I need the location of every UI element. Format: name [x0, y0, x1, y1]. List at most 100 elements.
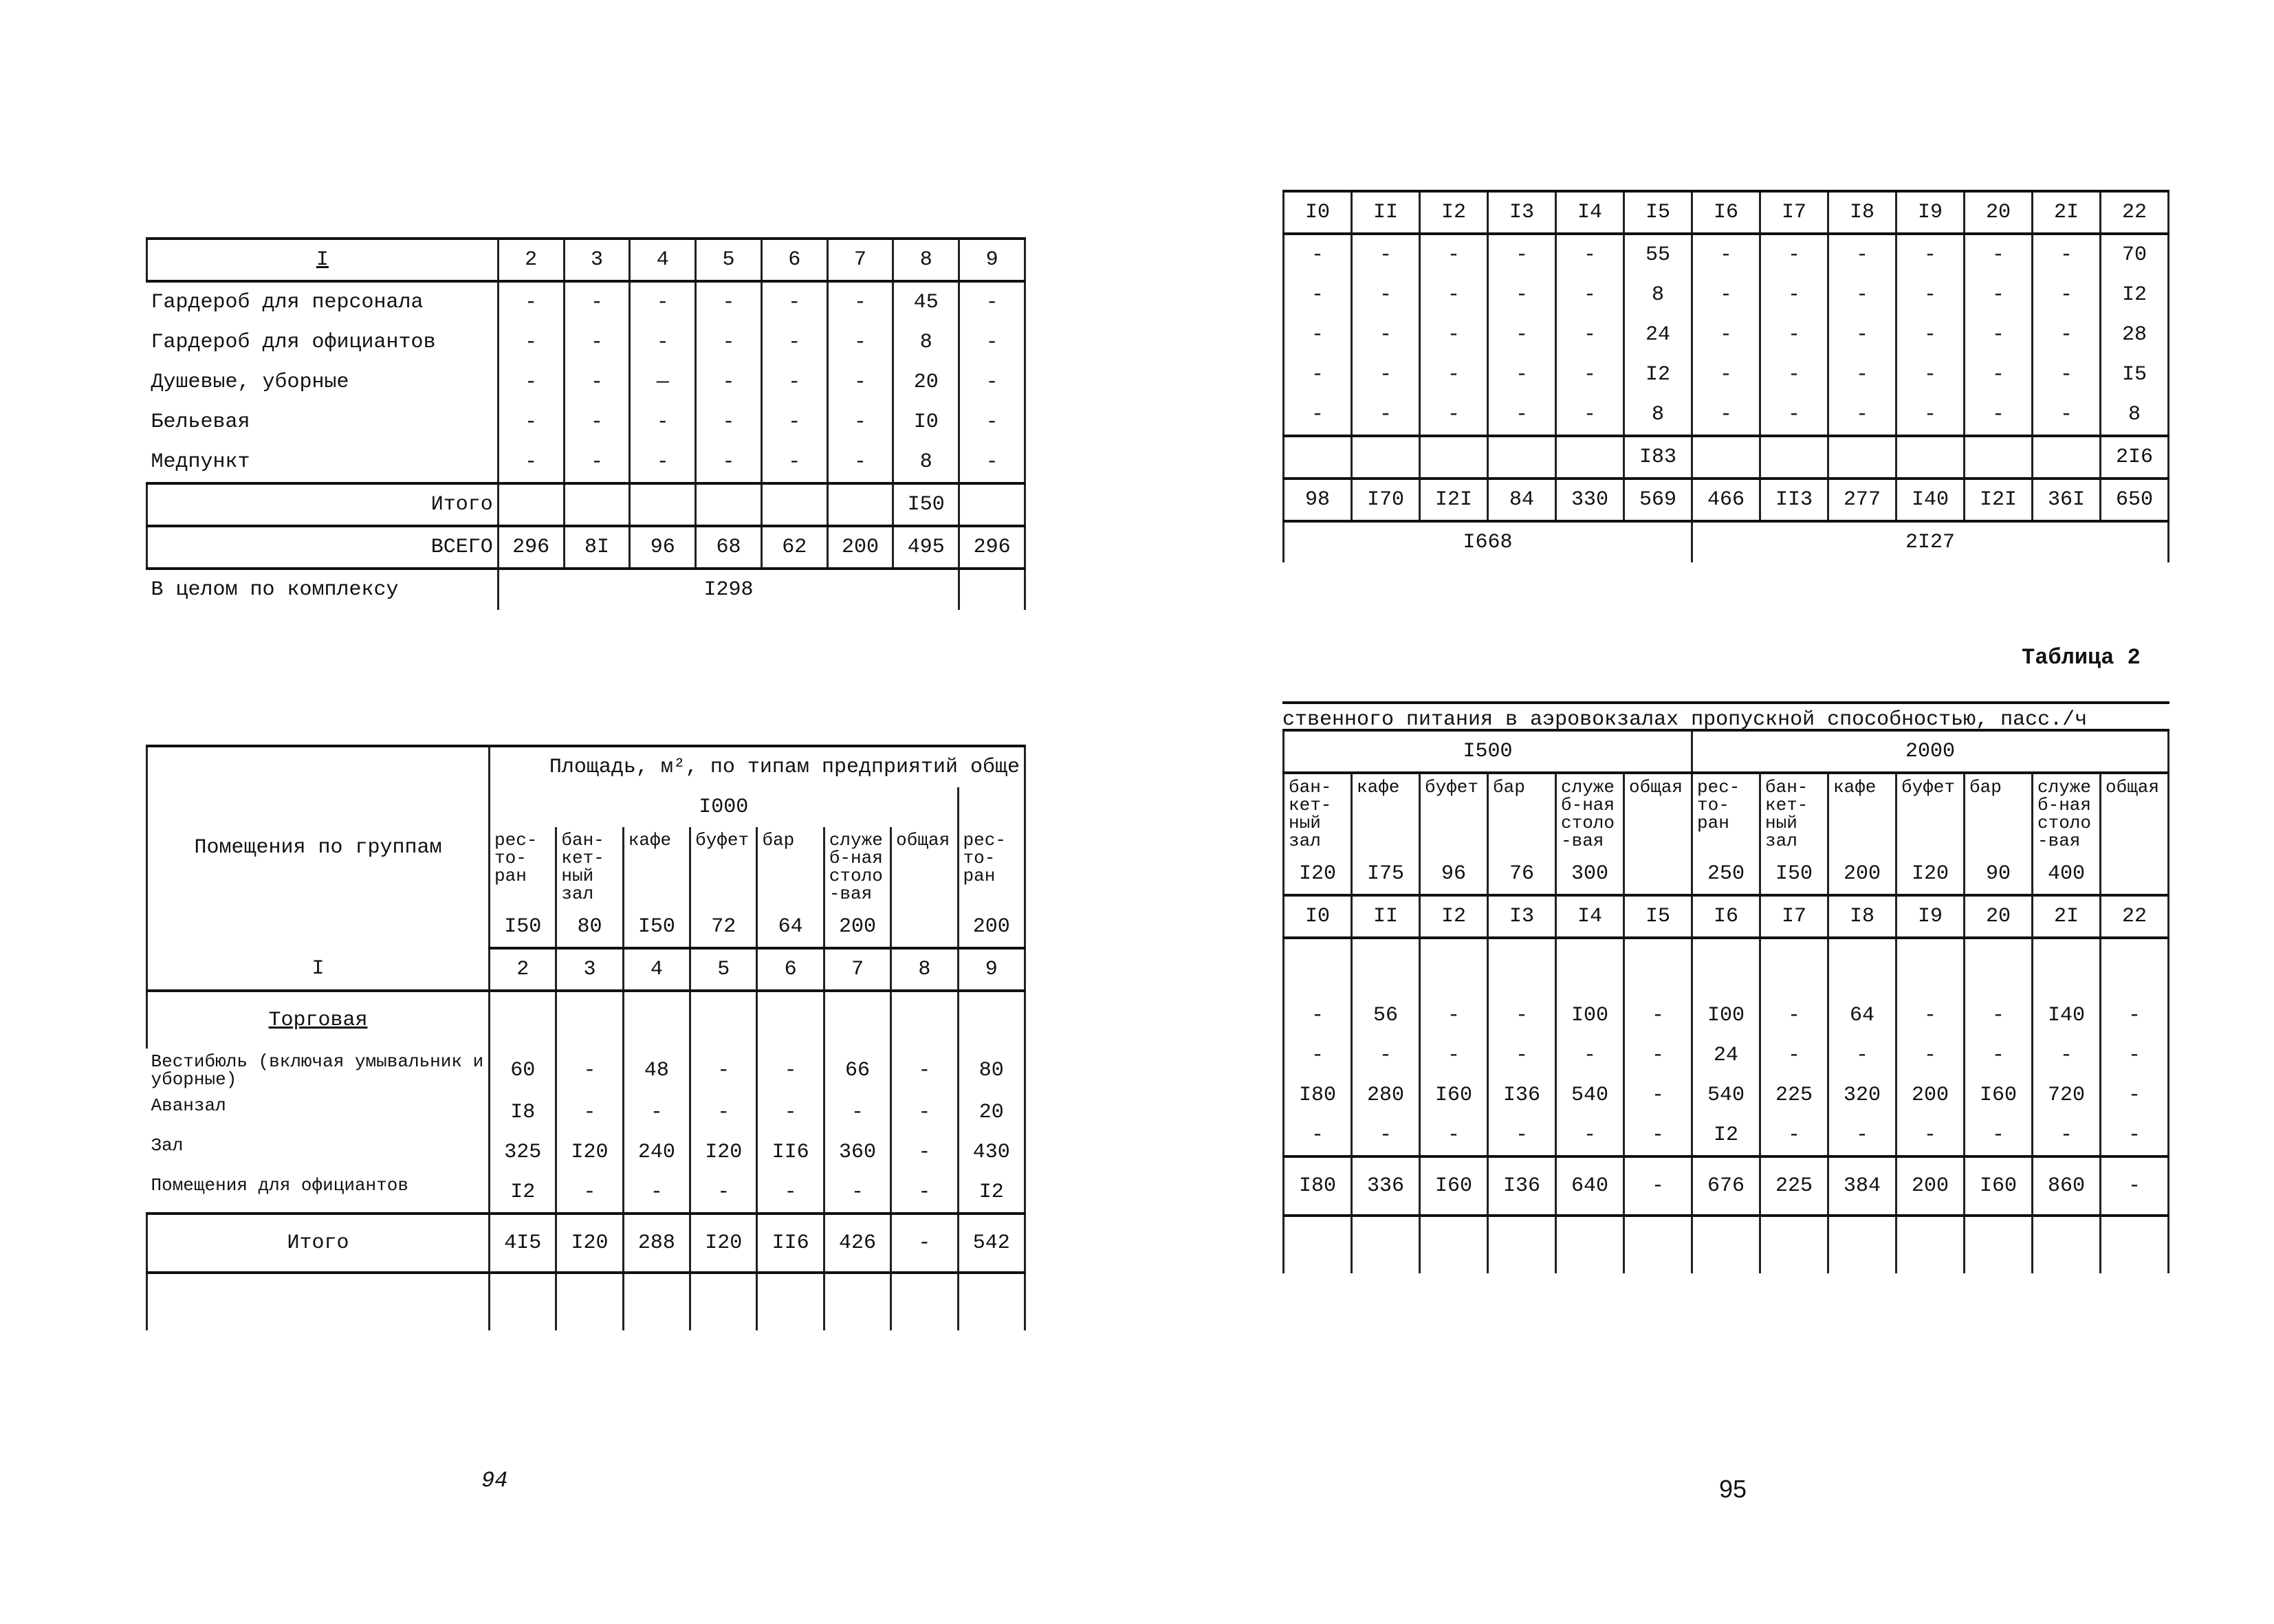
- table-cell: -: [555, 1093, 624, 1132]
- table-cell: I20: [1282, 854, 1353, 897]
- table-cell: -: [1963, 275, 2033, 315]
- table-row: -----8------8: [1282, 395, 2169, 436]
- table-cell: -: [496, 281, 565, 322]
- table-cell: 384: [1827, 1155, 1897, 1217]
- table-row: - - - - -55- - - - - -70: [1282, 234, 2169, 275]
- table-cell: -: [695, 362, 763, 402]
- table-cell: 84: [1487, 477, 1557, 523]
- table-cell: 55: [1623, 234, 1693, 275]
- table-row: Аванзал I8- - - - - -20: [146, 1093, 1027, 1132]
- table-cell: -: [826, 322, 895, 362]
- table-cell: [2031, 938, 2101, 996]
- table-cell: -: [1487, 315, 1557, 355]
- table-cell: 426: [822, 1212, 893, 1274]
- table-cell: 36I: [2031, 477, 2101, 523]
- table-cell: 2I6: [2099, 435, 2169, 480]
- table-cell: -: [1282, 395, 1353, 436]
- table-cell: 200: [822, 907, 893, 950]
- table-cell: [1555, 435, 1625, 480]
- table-cell: буфет: [1419, 773, 1489, 854]
- table-row: -56- - I00- I00-64- - I40-: [1282, 996, 2169, 1035]
- table-cell: [1487, 1216, 1557, 1273]
- table-cell: Душевые, уборные: [146, 362, 499, 402]
- table-cell: 400: [2031, 854, 2101, 897]
- table-row: Медпункт - - - - - -8-: [146, 442, 1026, 483]
- table-cell: -: [958, 281, 1026, 322]
- table-cell: -: [555, 1049, 624, 1093]
- table-cell: [1827, 1216, 1897, 1273]
- table-cell: -: [756, 1172, 825, 1214]
- table-cell: [1895, 938, 1965, 996]
- table-cell: Помещения для официантов: [146, 1172, 491, 1214]
- table-cell: [2099, 1216, 2169, 1273]
- table-cell: I70: [1351, 477, 1421, 523]
- table-cell: I5: [2099, 355, 2169, 395]
- table-cell: Площадь, м², по типам предприятий обще: [488, 745, 1026, 787]
- table-row: - - - - -24- - - - - -28: [1282, 315, 2169, 355]
- table-cell: 542: [956, 1212, 1027, 1274]
- table-cell: бар: [756, 827, 825, 907]
- table-cell: [689, 991, 758, 1049]
- table-cell: 277: [1827, 477, 1897, 523]
- table-cell: 20: [1963, 895, 2033, 939]
- table-cell: -: [2099, 1035, 2169, 1075]
- table-cell: -: [1827, 355, 1897, 395]
- table-cell: [1487, 435, 1557, 480]
- table-cell: [2031, 1216, 2101, 1273]
- table-cell: -: [1827, 1035, 1897, 1075]
- table-cell: -: [1691, 395, 1761, 436]
- table-cell: [1282, 1216, 1353, 1273]
- table-row: I0 II I2 I3 I4 I5 I6 I7 I8 I9 20 2I 22: [1282, 190, 2169, 235]
- table-cell: -: [2031, 1035, 2101, 1075]
- table-cell: 296: [958, 525, 1026, 570]
- table-cell: [562, 482, 631, 526]
- table-cell: 540: [1555, 1075, 1625, 1115]
- table-cell: -: [826, 362, 895, 402]
- table-cell: I8: [1827, 895, 1897, 939]
- table-cell: I00: [1691, 996, 1761, 1035]
- table-cell: II: [1351, 895, 1421, 939]
- table-cell: 3: [555, 948, 624, 992]
- table-cell: 2: [488, 948, 558, 992]
- table-cell: -: [760, 322, 829, 362]
- table-cell: -: [1963, 395, 2033, 436]
- table-cell: I60: [1419, 1075, 1489, 1115]
- table-cell: [956, 787, 1027, 827]
- table-cell: -: [1895, 275, 1965, 315]
- table-cell: -: [1691, 275, 1761, 315]
- table-cell: -: [1419, 1035, 1489, 1075]
- table-cell: -: [496, 322, 565, 362]
- table-cell: -: [695, 322, 763, 362]
- table-cell: [1827, 435, 1897, 480]
- table-cell: -: [689, 1093, 758, 1132]
- table-cell: I7: [1759, 895, 1829, 939]
- table-cell: -: [496, 442, 565, 483]
- table-cell: -: [695, 402, 763, 442]
- table-cell: [1691, 435, 1761, 480]
- right-bottom-table: I500 2000 бан-кет-ный зал кафе буфет бар служе…: [1282, 729, 2169, 1273]
- table-cell: [1759, 1216, 1829, 1273]
- table-cell: 66: [822, 1049, 893, 1093]
- table-row: В целом по комплексу I298: [146, 569, 1026, 610]
- table-cell: [1623, 938, 1693, 996]
- table-cell: 48: [622, 1049, 692, 1093]
- table-cell: II6: [756, 1132, 825, 1172]
- table-cell: 24: [1623, 315, 1693, 355]
- table-cell: [958, 569, 1026, 610]
- table-cell: -: [958, 402, 1026, 442]
- table-cell: -: [1419, 315, 1489, 355]
- table-cell: -: [1351, 234, 1421, 275]
- table-cell: [1895, 1216, 1965, 1273]
- table-cell: 9: [958, 237, 1026, 283]
- table-row: - - - - - - I2- - - - - -: [1282, 1115, 2169, 1156]
- table-cell: I2I: [1963, 477, 2033, 523]
- table-cell: -: [555, 1172, 624, 1214]
- table-cell: -: [628, 281, 697, 322]
- table-cell: [1419, 938, 1489, 996]
- table-cell: -: [1759, 234, 1829, 275]
- table-cell: [488, 1273, 558, 1330]
- table-cell: -: [958, 442, 1026, 483]
- table-row: I80 336 I60 I36 640-676 225 384 200 I60 860-: [1282, 1155, 2169, 1217]
- table-row: Помещения по группам Площадь, м², по типа…: [145, 745, 1026, 948]
